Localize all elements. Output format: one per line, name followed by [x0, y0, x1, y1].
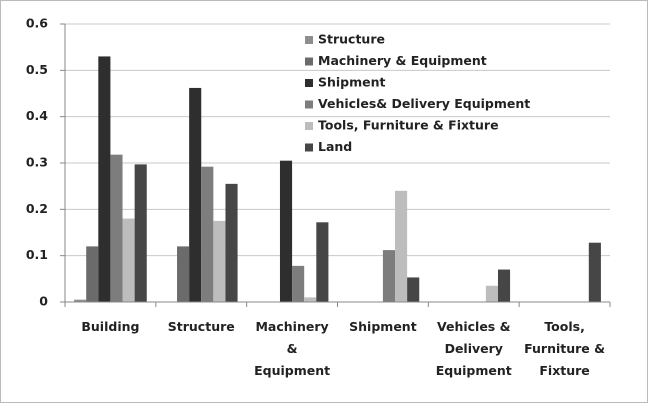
x-tick-label-line: Equipment: [436, 363, 512, 378]
bar: [74, 299, 87, 302]
x-tick-label: Vehicles & Delivery Equipment: [436, 319, 512, 378]
bar: [122, 218, 135, 302]
bar: [177, 246, 190, 302]
x-tick-label: Structure: [168, 319, 235, 334]
x-tick-label-line: Tools,: [544, 319, 585, 334]
bar: [225, 183, 238, 302]
y-tick-label: 0.3: [26, 155, 48, 170]
legend-swatch: [305, 36, 313, 44]
bar: [201, 166, 214, 302]
x-tick-label: Tools, Furniture & Fixture: [524, 319, 605, 378]
bar: [395, 190, 408, 302]
bar: [485, 285, 498, 302]
legend-label: Tools, Furniture & Fixture: [318, 118, 499, 133]
x-tick-label-line: Fixture: [539, 363, 589, 378]
bar: [189, 87, 202, 302]
y-tick-label: 0.6: [26, 16, 48, 31]
y-tick-label: 0.2: [26, 201, 48, 216]
bar: [86, 246, 99, 302]
x-tick-label-line: Machinery: [255, 319, 328, 334]
legend-label: Machinery & Equipment: [318, 53, 487, 68]
bar: [497, 269, 511, 302]
x-tick-label-line: Equipment: [254, 363, 330, 378]
bar: [134, 164, 147, 302]
x-tick-label-line: Shipment: [349, 319, 417, 334]
bar: [292, 265, 305, 302]
legend-label: Vehicles& Delivery Equipment: [318, 96, 530, 111]
bar: [304, 297, 317, 302]
x-tick-label-line: Furniture &: [524, 341, 605, 356]
y-tick-label: 0.5: [26, 62, 48, 77]
bar: [316, 222, 329, 302]
bar: [382, 250, 396, 302]
legend-swatch: [305, 79, 313, 87]
y-tick-label: 0: [39, 294, 48, 309]
x-tick-label: Building: [81, 319, 139, 334]
legend-label: Land: [318, 139, 352, 154]
y-tick-label: 0.4: [26, 108, 48, 123]
bar: [279, 160, 293, 302]
legend-swatch: [305, 57, 313, 66]
bar: [407, 277, 420, 302]
legend-label: Structure: [318, 32, 385, 47]
x-tick-label: Shipment: [349, 319, 417, 334]
legend-swatch: [305, 122, 313, 130]
bar: [110, 154, 123, 302]
y-tick-label: 0.1: [26, 247, 48, 262]
x-tick-label-line: Vehicles &: [437, 319, 511, 334]
x-tick-label-line: Building: [81, 319, 139, 334]
x-tick-label: Machinery & Equipment: [254, 319, 330, 378]
x-tick-label-line: Structure: [168, 319, 235, 334]
legend-label: Shipment: [318, 75, 386, 90]
x-tick-label-line: Delivery: [445, 341, 503, 356]
x-tick-label-line: &: [287, 341, 298, 356]
bar: [98, 56, 111, 302]
bar: [588, 242, 601, 302]
legend-swatch: [305, 143, 313, 152]
legend-swatch: [305, 100, 313, 109]
bar: [213, 220, 226, 302]
